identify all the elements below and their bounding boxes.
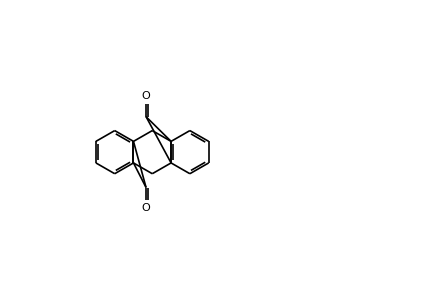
Text: O: O xyxy=(142,203,151,213)
Text: O: O xyxy=(142,91,151,101)
